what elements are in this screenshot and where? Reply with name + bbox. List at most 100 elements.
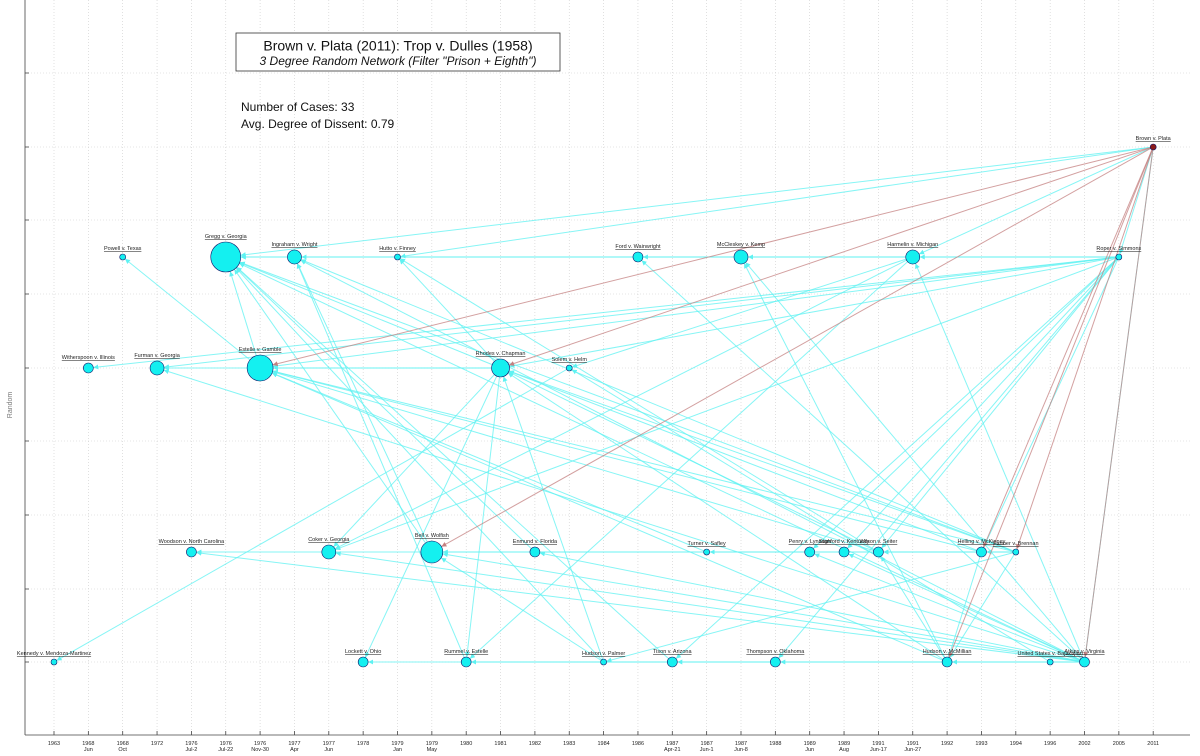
edge bbox=[508, 370, 982, 553]
case-label: Ford v. Wainwright bbox=[615, 244, 661, 250]
x-tick-year: 1981 bbox=[494, 741, 506, 747]
edge bbox=[196, 550, 1085, 663]
x-tick-year: 1989 bbox=[838, 741, 850, 747]
edge bbox=[880, 555, 948, 663]
edge bbox=[464, 367, 502, 658]
x-tick-year: 1991 bbox=[872, 741, 884, 747]
case-node bbox=[632, 251, 644, 263]
case-node bbox=[287, 249, 302, 265]
nodes: Kennedy v. Mendoza-Martinez Witherspoon v… bbox=[17, 136, 1172, 668]
case-node bbox=[83, 362, 94, 374]
case-label: Solem v. Helm bbox=[552, 357, 588, 363]
edge bbox=[508, 370, 1016, 553]
x-tick-date: Jan bbox=[393, 747, 402, 753]
case-label: Coker v. Georgia bbox=[308, 537, 350, 543]
edge bbox=[778, 256, 1120, 659]
x-tick-date: Jun-8 bbox=[734, 747, 748, 753]
case-node bbox=[246, 354, 274, 382]
edge bbox=[400, 146, 1154, 259]
case-node bbox=[873, 546, 884, 558]
x-tick-date: Aug bbox=[839, 747, 849, 753]
edge bbox=[56, 367, 570, 661]
case-node bbox=[149, 360, 165, 376]
edge bbox=[335, 551, 1085, 663]
case-node bbox=[394, 253, 401, 261]
case-label: Hutto v. Finney bbox=[379, 246, 416, 252]
case-node bbox=[1012, 548, 1020, 556]
edge bbox=[93, 256, 1119, 370]
edge bbox=[881, 256, 1120, 549]
x-tick-date: Oct bbox=[118, 747, 127, 753]
case-node bbox=[600, 658, 607, 666]
subtitle: 3 Degree Random Network (Filter "Prison … bbox=[260, 54, 537, 68]
x-tick-year: 1976 bbox=[185, 741, 197, 747]
x-tick-year: 2002 bbox=[1078, 741, 1090, 747]
x-tick-year: 1976 bbox=[220, 741, 232, 747]
edge bbox=[1016, 146, 1154, 550]
edge bbox=[847, 256, 1120, 549]
case-label: Rummel v. Estelle bbox=[444, 649, 488, 655]
x-tick-year: 1992 bbox=[941, 741, 953, 747]
stat: Number of Cases: 33 bbox=[241, 100, 355, 114]
case-label: Brown v. Plata bbox=[1136, 136, 1172, 142]
x-tick-date: Apr bbox=[290, 747, 299, 753]
case-label: Powell v. Texas bbox=[104, 246, 142, 252]
x-tick-date: Jun-27 bbox=[904, 747, 921, 753]
edge bbox=[235, 267, 604, 663]
case-label: Rhodes v. Chapman bbox=[476, 351, 526, 357]
edge bbox=[334, 256, 913, 550]
x-tick-year: 1980 bbox=[460, 741, 472, 747]
x-tick-date: Jun bbox=[805, 747, 814, 753]
case-node bbox=[905, 249, 921, 265]
x-tick-year: 1987 bbox=[666, 741, 678, 747]
case-label: Furman v. Georgia bbox=[134, 353, 180, 359]
x-tick-date: May bbox=[427, 747, 438, 753]
case-node bbox=[565, 364, 573, 372]
x-tick-date: Jun-17 bbox=[870, 747, 887, 753]
edge bbox=[239, 262, 501, 369]
x-tick-date: Jun-1 bbox=[700, 747, 714, 753]
edge bbox=[507, 372, 948, 663]
case-node bbox=[210, 241, 242, 273]
edge bbox=[236, 266, 673, 663]
case-node bbox=[1079, 656, 1090, 668]
edge bbox=[509, 256, 1119, 368]
edge bbox=[271, 372, 707, 553]
case-node bbox=[529, 546, 541, 558]
y-axis-label: Random bbox=[7, 392, 14, 419]
edge bbox=[271, 372, 948, 663]
x-tick-year: 1986 bbox=[632, 741, 644, 747]
edge bbox=[239, 262, 1085, 663]
edges bbox=[56, 146, 1154, 665]
edge bbox=[814, 553, 1085, 663]
edge bbox=[272, 256, 1119, 369]
x-tick-year: 1968 bbox=[82, 741, 94, 747]
edge bbox=[163, 256, 1119, 370]
edge bbox=[239, 261, 1016, 553]
x-tick-year: 1978 bbox=[357, 741, 369, 747]
title: Brown v. Plata (2011): Trop v. Dulles (1… bbox=[263, 38, 532, 54]
edge bbox=[364, 367, 502, 658]
case-node bbox=[941, 656, 953, 668]
case-label: Thompson v. Oklahoma bbox=[746, 649, 805, 655]
edge bbox=[163, 369, 1085, 663]
x-tick-date: Jun bbox=[84, 747, 93, 753]
x-tick-year: 1977 bbox=[288, 741, 300, 747]
edge bbox=[947, 551, 982, 658]
x-tick-year: 1994 bbox=[1010, 741, 1022, 747]
x-tick-date: Apr-21 bbox=[664, 747, 681, 753]
x-tick-year: 1988 bbox=[769, 741, 781, 747]
case-label: Roper v. Simmons bbox=[1096, 246, 1141, 252]
case-label: Ingraham v. Wright bbox=[271, 242, 317, 248]
x-tick-year: 1977 bbox=[323, 741, 335, 747]
edge bbox=[229, 271, 261, 369]
x-tick-year: 1984 bbox=[597, 741, 609, 747]
x-tick-date: Nov-30 bbox=[251, 747, 269, 753]
x-tick-year: 1996 bbox=[1044, 741, 1056, 747]
edge bbox=[240, 146, 1154, 258]
edge bbox=[539, 551, 1085, 663]
x-tick-year: 1968 bbox=[117, 741, 129, 747]
edge bbox=[272, 370, 879, 553]
